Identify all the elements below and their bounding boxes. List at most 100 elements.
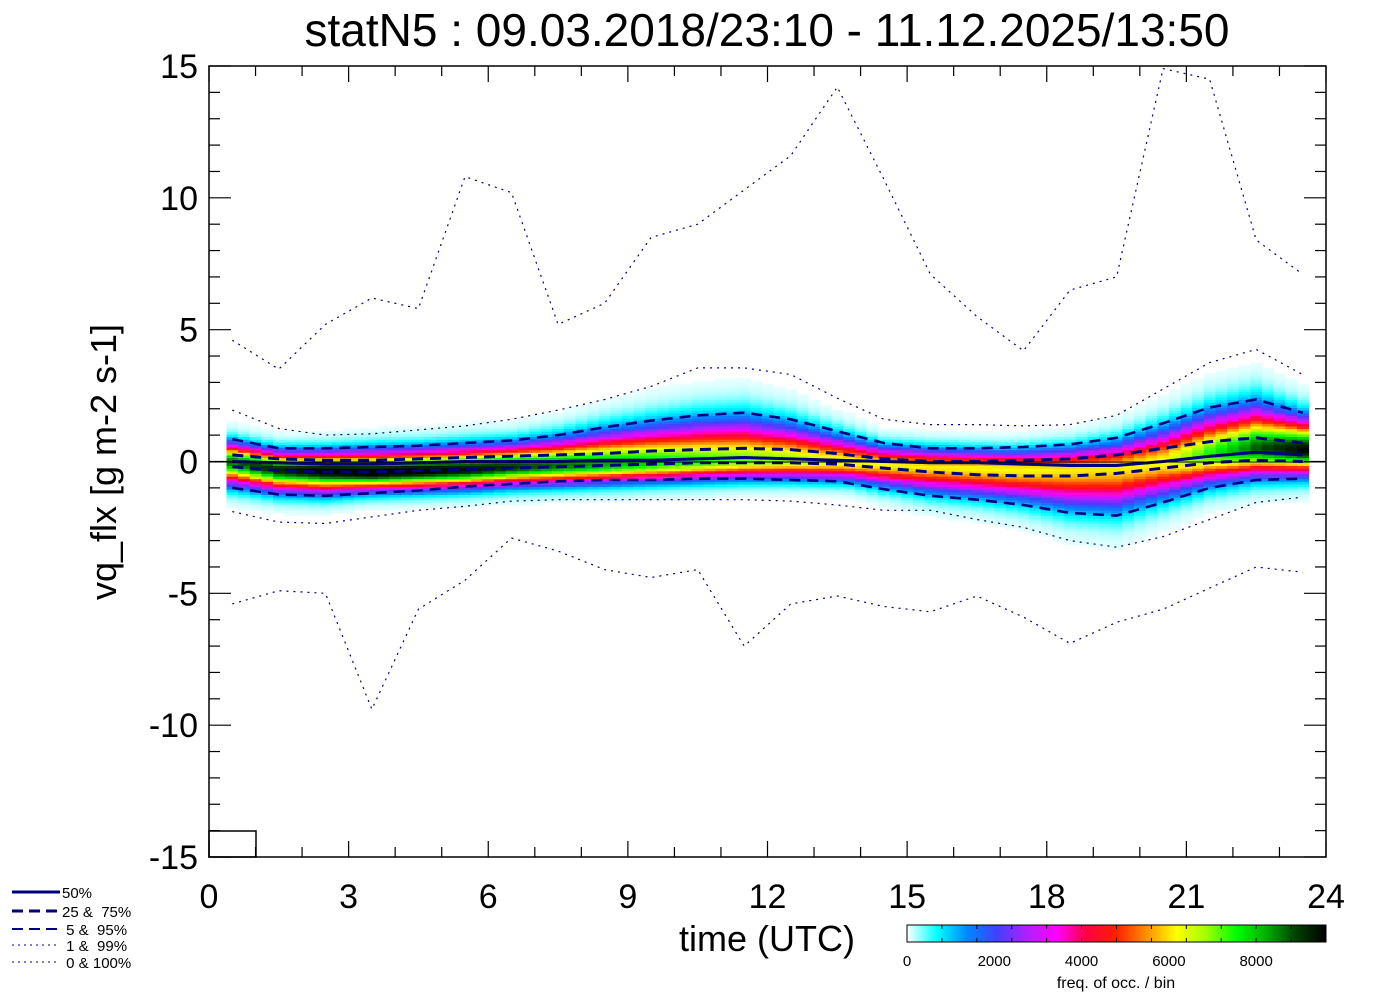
- density-cell: [238, 439, 251, 443]
- density-cell: [517, 418, 530, 422]
- density-cell: [517, 425, 530, 430]
- density-cell: [831, 423, 844, 427]
- density-cell: [401, 494, 414, 498]
- density-cell: [1052, 489, 1065, 493]
- density-cell: [563, 452, 577, 456]
- density-cell: [412, 497, 425, 501]
- density-cell: [598, 407, 611, 411]
- density-cell: [1262, 425, 1275, 430]
- density-cell: [1075, 431, 1088, 435]
- density-cell: [691, 391, 705, 395]
- density-cell: [1273, 425, 1286, 430]
- density-cell: [249, 473, 262, 477]
- density-cell: [249, 476, 262, 480]
- density-cell: [319, 512, 332, 517]
- density-cell: [389, 441, 402, 445]
- density-cell: [773, 489, 786, 493]
- density-cell: [435, 497, 449, 501]
- density-cell: [1238, 418, 1251, 422]
- density-cell: [959, 489, 972, 493]
- density-cell: [552, 439, 565, 443]
- density-cell: [843, 473, 856, 477]
- density-cell: [691, 489, 705, 493]
- density-cell: [1285, 386, 1298, 390]
- density-cell: [994, 433, 1007, 437]
- density-cell: [1180, 465, 1193, 469]
- density-cell: [366, 481, 379, 485]
- density-cell: [540, 497, 553, 501]
- density-cell: [796, 462, 809, 466]
- density-cell: [750, 494, 763, 498]
- density-cell: [1203, 436, 1216, 440]
- density-cell: [901, 449, 914, 453]
- density-cell: [843, 447, 856, 451]
- density-cell: [1285, 476, 1298, 480]
- density-cell: [668, 386, 681, 390]
- density-cell: [703, 394, 716, 398]
- density-cell: [924, 502, 937, 506]
- density-cell: [738, 452, 751, 456]
- density-cell: [1238, 365, 1251, 369]
- density-cell: [668, 473, 681, 477]
- density-cell: [598, 462, 611, 466]
- density-cell: [342, 486, 355, 490]
- density-cell: [819, 407, 833, 411]
- density-cell: [517, 489, 530, 493]
- percentile-lines: [231, 67, 1304, 711]
- density-cell: [633, 462, 646, 466]
- density-cell: [261, 489, 274, 493]
- density-cell: [1296, 447, 1310, 451]
- density-cell: [319, 481, 332, 485]
- density-cell: [377, 494, 390, 498]
- density-cell: [1227, 370, 1240, 374]
- density-cell: [1099, 534, 1112, 538]
- density-cell: [1238, 423, 1251, 427]
- density-cell: [1064, 428, 1077, 432]
- density-cell: [412, 494, 425, 498]
- density-cell: [668, 489, 681, 493]
- density-cell: [1273, 389, 1286, 393]
- density-cell: [389, 486, 402, 490]
- density-cell: [912, 494, 926, 498]
- density-cell: [959, 470, 972, 474]
- density-cell: [971, 465, 984, 469]
- density-cell: [238, 505, 251, 509]
- density-cell: [831, 444, 844, 448]
- density-cell: [296, 489, 309, 493]
- density-cell: [994, 465, 1007, 469]
- density-cell: [424, 494, 437, 498]
- density-cell: [435, 449, 449, 453]
- density-cell: [296, 505, 309, 509]
- density-cell: [1087, 481, 1100, 485]
- density-cell: [1250, 444, 1263, 448]
- density-cell: [1040, 518, 1054, 522]
- density-cell: [1157, 489, 1170, 493]
- density-cell: [238, 452, 251, 456]
- density-cell: [866, 425, 879, 430]
- density-cell: [412, 491, 425, 495]
- density-cell: [750, 428, 763, 432]
- density-cell: [575, 423, 588, 427]
- density-cell: [505, 478, 518, 482]
- density-cell: [1064, 507, 1077, 511]
- density-cell: [401, 491, 414, 495]
- density-cell: [1145, 462, 1158, 466]
- density-cell: [1075, 536, 1088, 540]
- density-cell: [773, 418, 786, 422]
- density-cell: [598, 470, 611, 474]
- density-cell: [389, 491, 402, 495]
- density-cell: [1227, 396, 1240, 401]
- density-cell: [726, 386, 739, 390]
- density-cell: [959, 436, 972, 440]
- density-cell: [1238, 383, 1251, 387]
- density-cell: [912, 505, 926, 509]
- density-cell: [1145, 410, 1158, 414]
- density-cell: [854, 499, 867, 503]
- density-cell: [517, 486, 530, 490]
- density-cell: [750, 418, 763, 422]
- density-cell: [808, 425, 821, 430]
- density-cell: [273, 481, 286, 485]
- density-cell: [1273, 473, 1286, 477]
- density-cell: [1087, 483, 1100, 488]
- density-cell: [831, 425, 844, 430]
